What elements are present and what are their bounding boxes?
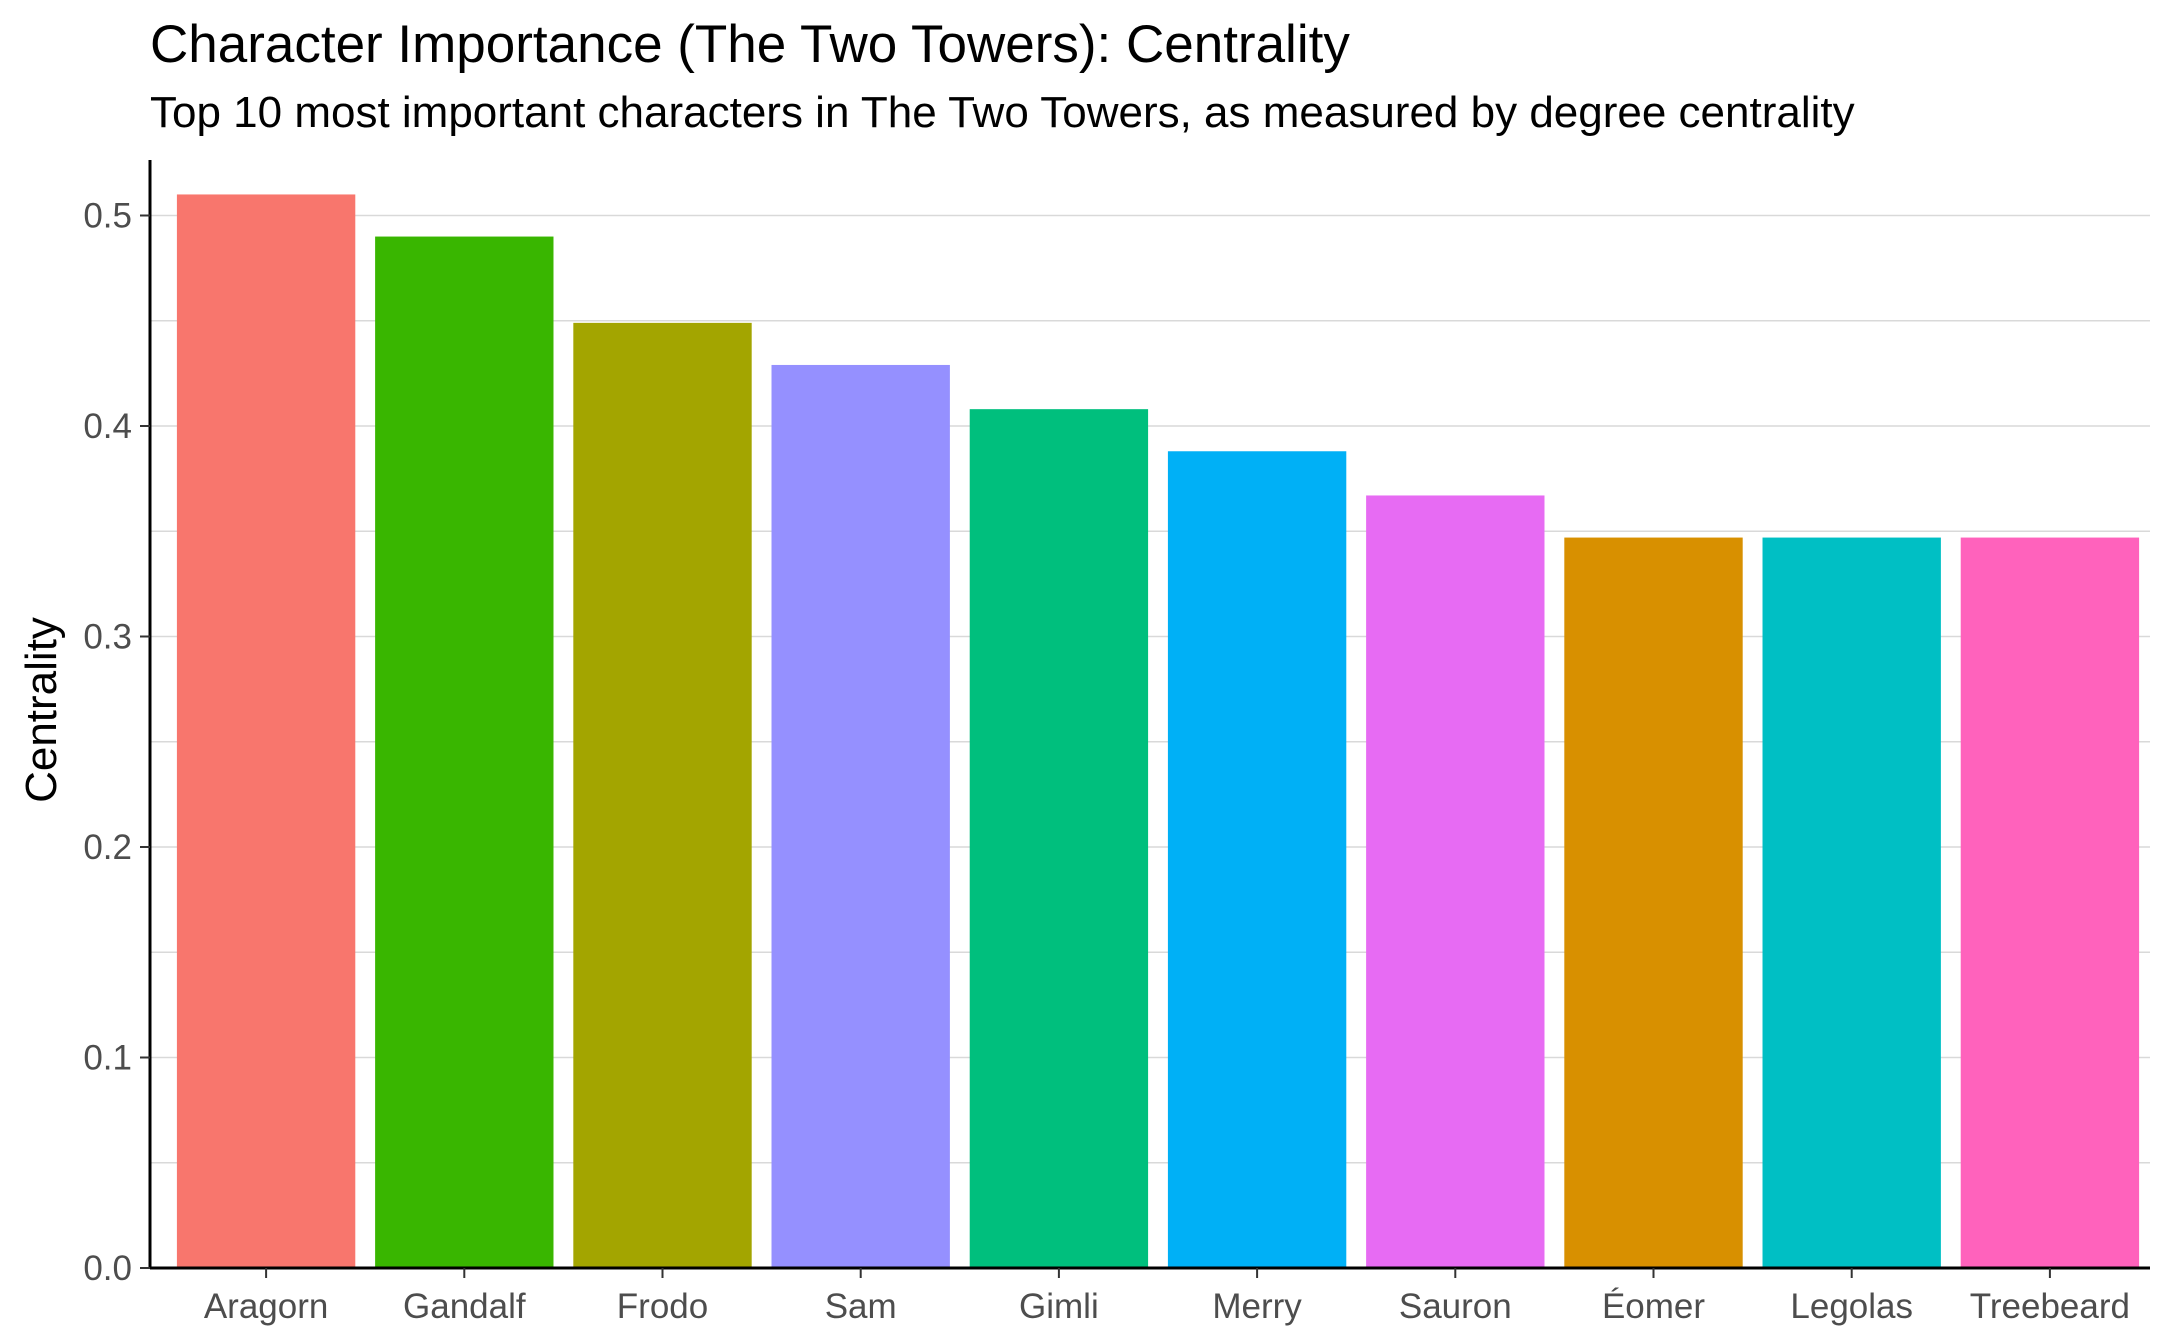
bar-0 [176, 194, 356, 1269]
bar-4 [969, 409, 1149, 1268]
axes [148, 160, 2150, 1270]
ticks: 0.0 0.1 0.2 0.3 0.4 0.5 Aragorn Gandalf Frodo Sam… [83, 197, 2130, 1327]
bar-7 [1564, 537, 1743, 1268]
x-tick-label: Merry [1212, 1287, 1302, 1326]
bar-8 [1762, 537, 1941, 1268]
y-tick-label: 0.2 [83, 828, 132, 867]
x-tick-label: Treebeard [1970, 1287, 2130, 1326]
bar-5 [1167, 451, 1347, 1268]
x-tick-label: Éomer [1602, 1287, 1705, 1326]
x-tick-label: Sauron [1399, 1287, 1512, 1326]
y-tick-label: 0.1 [83, 1039, 132, 1078]
y-tick-label: 0.0 [83, 1249, 132, 1288]
chart-title: Character Importance (The Two Towers): C… [150, 15, 1350, 74]
y-tick-label: 0.5 [83, 197, 132, 236]
bar-6 [1366, 495, 1545, 1269]
x-tick-label: Sam [825, 1287, 897, 1326]
y-axis-title: Centrality [17, 617, 66, 803]
x-tick-label: Aragorn [204, 1287, 329, 1326]
bar-9 [1960, 537, 2140, 1268]
y-tick-label: 0.3 [83, 618, 132, 657]
x-tick-label: Legolas [1790, 1287, 1913, 1326]
bar-3 [771, 364, 950, 1269]
y-tick-label: 0.4 [83, 407, 132, 446]
bars [176, 194, 2140, 1269]
x-tick-label: Frodo [617, 1287, 708, 1326]
x-tick-label: Gandalf [403, 1287, 526, 1326]
chart-subtitle: Top 10 most important characters in The … [150, 88, 1855, 137]
bar-1 [375, 236, 554, 1268]
x-tick-label: Gimli [1019, 1287, 1099, 1326]
bar-2 [573, 322, 752, 1269]
